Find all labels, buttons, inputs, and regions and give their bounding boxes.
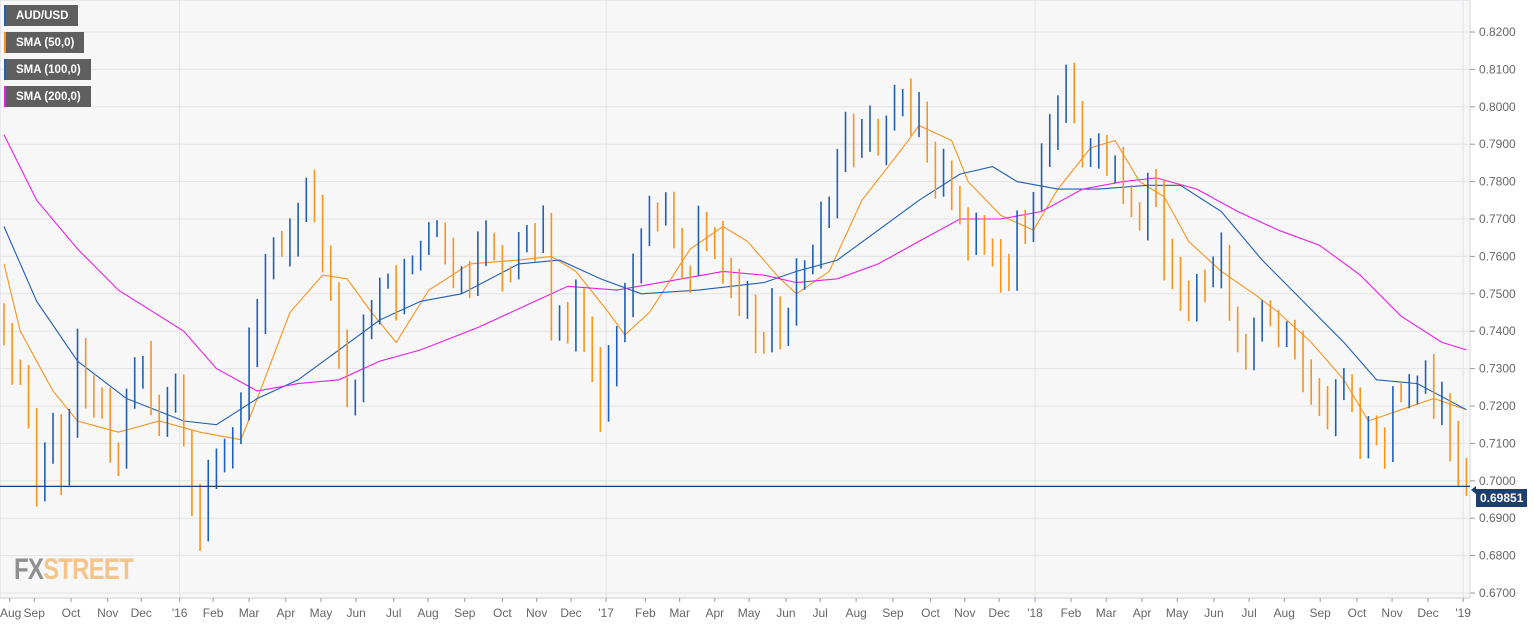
x-tick-label: Dec (1417, 606, 1438, 620)
sma-line-1000 (3, 166, 1467, 426)
x-tick-label: Sep (454, 606, 476, 620)
legend-item-sma50[interactable]: SMA (50,0) (4, 32, 85, 53)
y-tick-label: 0.7100 (1479, 436, 1516, 450)
y-tick-label: 0.7400 (1479, 324, 1516, 338)
y-tick-label: 0.7700 (1479, 212, 1516, 226)
x-tick-label: Feb (203, 606, 224, 620)
legend: AUD/USD SMA (50,0) SMA (100,0) SMA (200,… (4, 5, 91, 113)
x-tick-label: '18 (1027, 606, 1043, 620)
x-tick-label: Jul (386, 606, 401, 620)
legend-item-sma200[interactable]: SMA (200,0) (4, 86, 91, 107)
y-tick-label: 0.8200 (1479, 25, 1516, 39)
y-tick-label: 0.7900 (1479, 137, 1516, 151)
legend-item-audusd[interactable]: AUD/USD (4, 5, 79, 26)
fxstreet-logo: FXSTREET (14, 553, 134, 586)
last-price-label: 0.69851 (1470, 486, 1528, 507)
y-tick-label: 0.8000 (1479, 100, 1516, 114)
y-tick-label: 0.7200 (1479, 399, 1516, 413)
x-tick-label: Oct (493, 606, 512, 620)
x-tick-label: '19 (1455, 606, 1471, 620)
x-tick-label: Aug (1274, 606, 1295, 620)
x-tick-label: Feb (635, 606, 656, 620)
x-tick-label: Nov (526, 606, 547, 620)
x-tick-label: Sep (882, 606, 904, 620)
x-tick-label: Aug (0, 606, 21, 620)
price-bars (3, 62, 1468, 552)
x-tick-label: Aug (845, 606, 866, 620)
x-tick-label: Oct (62, 606, 81, 620)
y-tick-label: 0.6900 (1479, 511, 1516, 525)
x-tick-label: Apr (705, 606, 724, 620)
x-tick-label: Aug (417, 606, 438, 620)
x-axis: Aug Sep Oct Nov Dec '16 Feb Mar Apr May Jun Jul Aug S… (0, 597, 1471, 620)
x-tick-label: Nov (1381, 606, 1402, 620)
x-tick-label: Mar (239, 606, 260, 620)
x-tick-label: Sep (1310, 606, 1332, 620)
y-tick-label: 0.7800 (1479, 175, 1516, 189)
x-tick-label: Apr (1133, 606, 1152, 620)
sma-line-2000 (3, 134, 1467, 392)
x-tick-label: Jun (1204, 606, 1223, 620)
legend-label: SMA (200,0) (16, 90, 81, 103)
y-tick-label: 0.7000 (1479, 474, 1516, 488)
x-tick-label: Oct (1348, 606, 1367, 620)
x-tick-label: Dec (560, 606, 581, 620)
plot-area (0, 0, 1471, 599)
y-tick-label: 0.7600 (1479, 249, 1516, 263)
x-tick-label: Jun (776, 606, 795, 620)
x-tick-label: May (738, 606, 761, 620)
x-tick-label: '17 (598, 606, 614, 620)
y-tick-label: 0.7300 (1479, 362, 1516, 376)
x-tick-label: May (1166, 606, 1189, 620)
y-tick-label: 0.6700 (1479, 586, 1516, 600)
x-tick-label: Feb (1061, 606, 1082, 620)
x-tick-label: May (310, 606, 333, 620)
x-tick-label: Nov (954, 606, 975, 620)
sma-line-500 (3, 124, 1467, 441)
y-tick-label: 0.7500 (1479, 287, 1516, 301)
x-tick-label: Dec (988, 606, 1009, 620)
x-tick-label: Nov (97, 606, 118, 620)
y-tick-label: 0.6800 (1479, 549, 1516, 563)
x-tick-label: Apr (277, 606, 296, 620)
x-tick-label: Dec (131, 606, 152, 620)
sma-lines (3, 124, 1467, 441)
legend-item-sma100[interactable]: SMA (100,0) (4, 59, 91, 80)
x-tick-label: Jul (813, 606, 828, 620)
x-tick-label: Jun (346, 606, 365, 620)
legend-label: AUD/USD (16, 9, 69, 22)
legend-label: SMA (100,0) (16, 63, 81, 76)
x-tick-label: Sep (24, 606, 46, 620)
y-tick-label: 0.8100 (1479, 62, 1516, 76)
y-axis: 0.8200 0.8100 0.8000 0.7900 0.7800 0.7700 0.76… (1470, 25, 1516, 600)
x-tick-label: Oct (921, 606, 940, 620)
x-tick-label: '16 (172, 606, 188, 620)
x-tick-label: Jul (1241, 606, 1256, 620)
legend-label: SMA (50,0) (16, 36, 75, 49)
x-tick-label: Mar (669, 606, 690, 620)
x-tick-label: Mar (1096, 606, 1117, 620)
